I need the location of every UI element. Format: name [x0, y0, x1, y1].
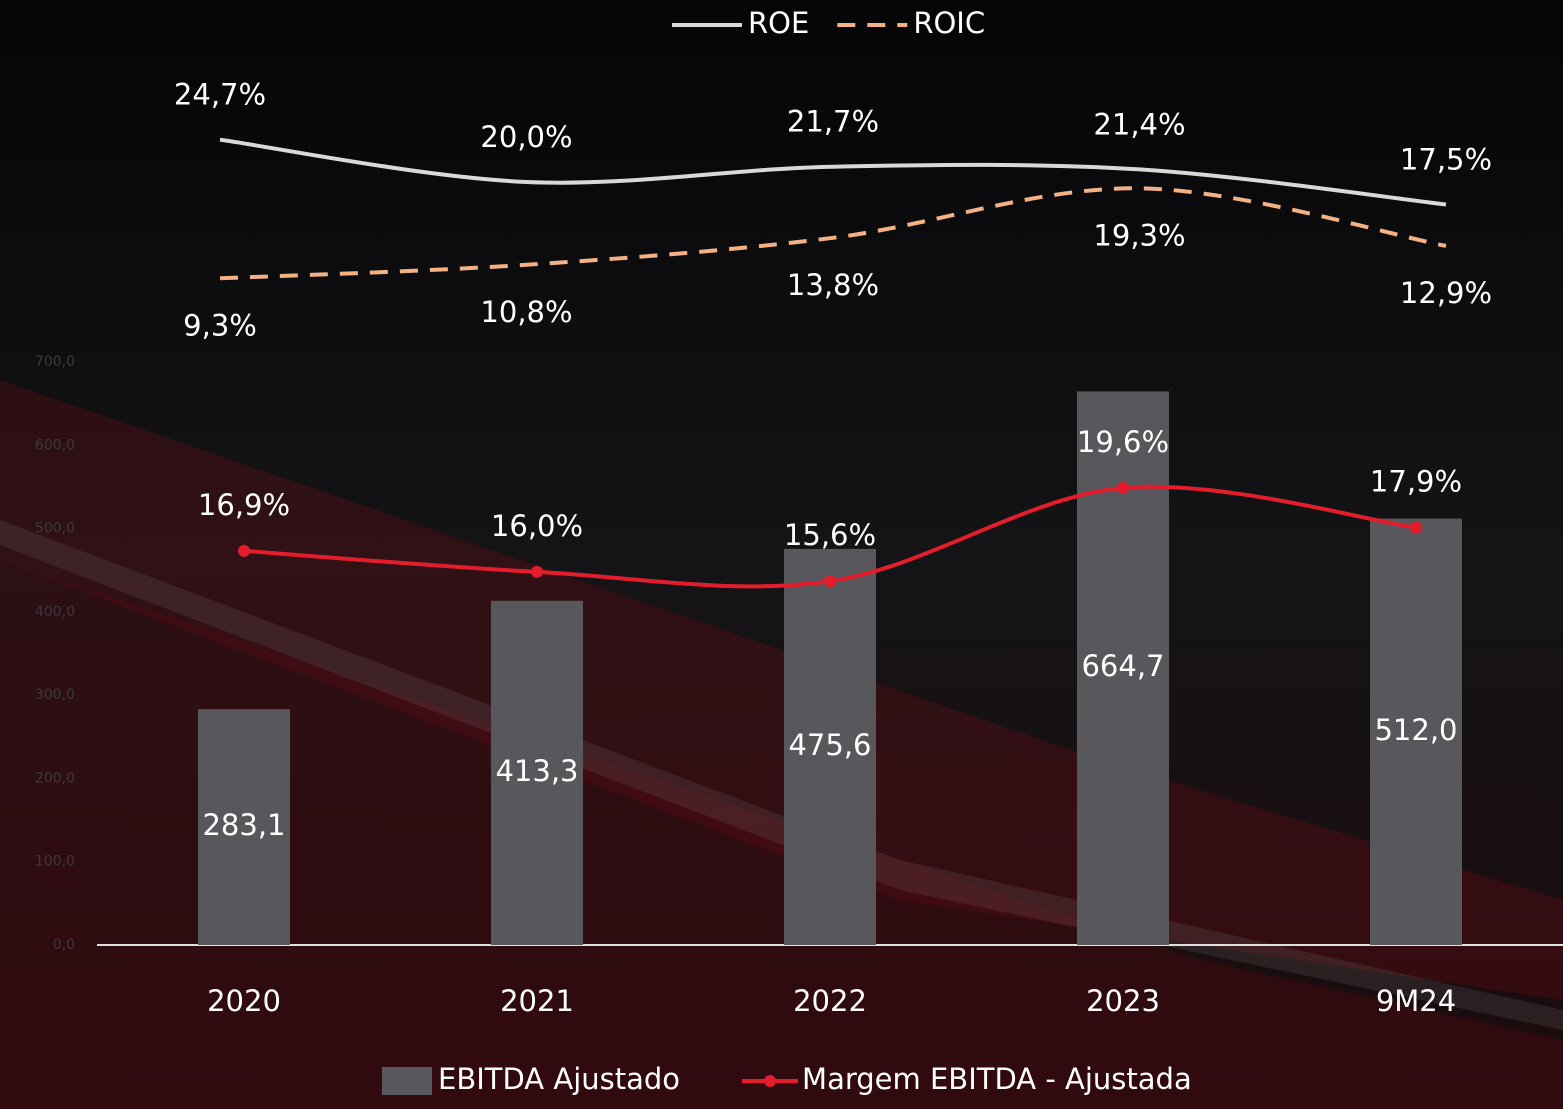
data-label: 17,5%: [1400, 143, 1492, 177]
data-label: 17,9%: [1370, 465, 1462, 499]
y-tick-label: 400,0: [35, 604, 75, 620]
legend-swatch: [764, 1075, 777, 1087]
x-tick-label: 2020: [207, 984, 281, 1018]
bar: [784, 548, 876, 945]
y-tick-label: 100,0: [35, 854, 75, 870]
data-label: 19,3%: [1093, 218, 1185, 252]
line-marker: [1117, 481, 1129, 494]
legend-label: ROE: [748, 6, 809, 40]
bar: [491, 600, 583, 945]
data-label: 15,6%: [784, 518, 876, 552]
line-marker: [238, 544, 250, 557]
data-label: 10,8%: [480, 295, 572, 329]
line: [219, 137, 1447, 207]
line-marker: [1410, 521, 1422, 534]
data-label: 9,3%: [183, 308, 257, 342]
x-tick-label: 9M24: [1376, 984, 1456, 1018]
data-label: 24,7%: [174, 78, 266, 112]
background-streak: [0, 520, 1563, 1030]
y-tick-label: 700,0: [35, 354, 75, 370]
data-label: 20,0%: [480, 120, 572, 154]
background-streak: [0, 560, 1563, 1109]
y-tick-label: 600,0: [35, 437, 75, 453]
x-tick-label: 2022: [793, 984, 867, 1018]
legend-label: Margem EBITDA - Ajustada: [802, 1062, 1192, 1096]
data-label: 12,9%: [1400, 276, 1492, 310]
data-label: 19,6%: [1077, 425, 1169, 459]
line-marker: [531, 565, 543, 578]
data-label: 13,8%: [787, 268, 879, 302]
bar: [198, 709, 290, 945]
data-label: 664,7: [1081, 649, 1164, 683]
legend-label: EBITDA Ajustado: [438, 1062, 680, 1096]
background-streak: [0, 380, 1563, 1000]
data-label: 21,7%: [787, 105, 879, 139]
line: [219, 186, 1447, 281]
data-label: 512,0: [1374, 713, 1457, 747]
legend-swatch: [382, 1067, 432, 1095]
bar: [1370, 518, 1462, 945]
x-tick-label: 2023: [1086, 984, 1160, 1018]
data-label: 413,3: [495, 754, 578, 788]
data-label: 21,4%: [1093, 107, 1185, 141]
y-tick-label: 500,0: [35, 521, 75, 537]
y-tick-label: 300,0: [35, 687, 75, 703]
y-tick-label: 0,0: [53, 937, 75, 953]
line-marker: [824, 575, 836, 588]
data-label: 283,1: [202, 808, 285, 842]
legend-label: ROIC: [913, 6, 985, 40]
y-tick-label: 200,0: [35, 770, 75, 786]
x-tick-label: 2021: [500, 984, 574, 1018]
data-label: 16,0%: [491, 509, 583, 543]
data-label: 16,9%: [198, 488, 290, 522]
data-label: 475,6: [788, 728, 871, 762]
